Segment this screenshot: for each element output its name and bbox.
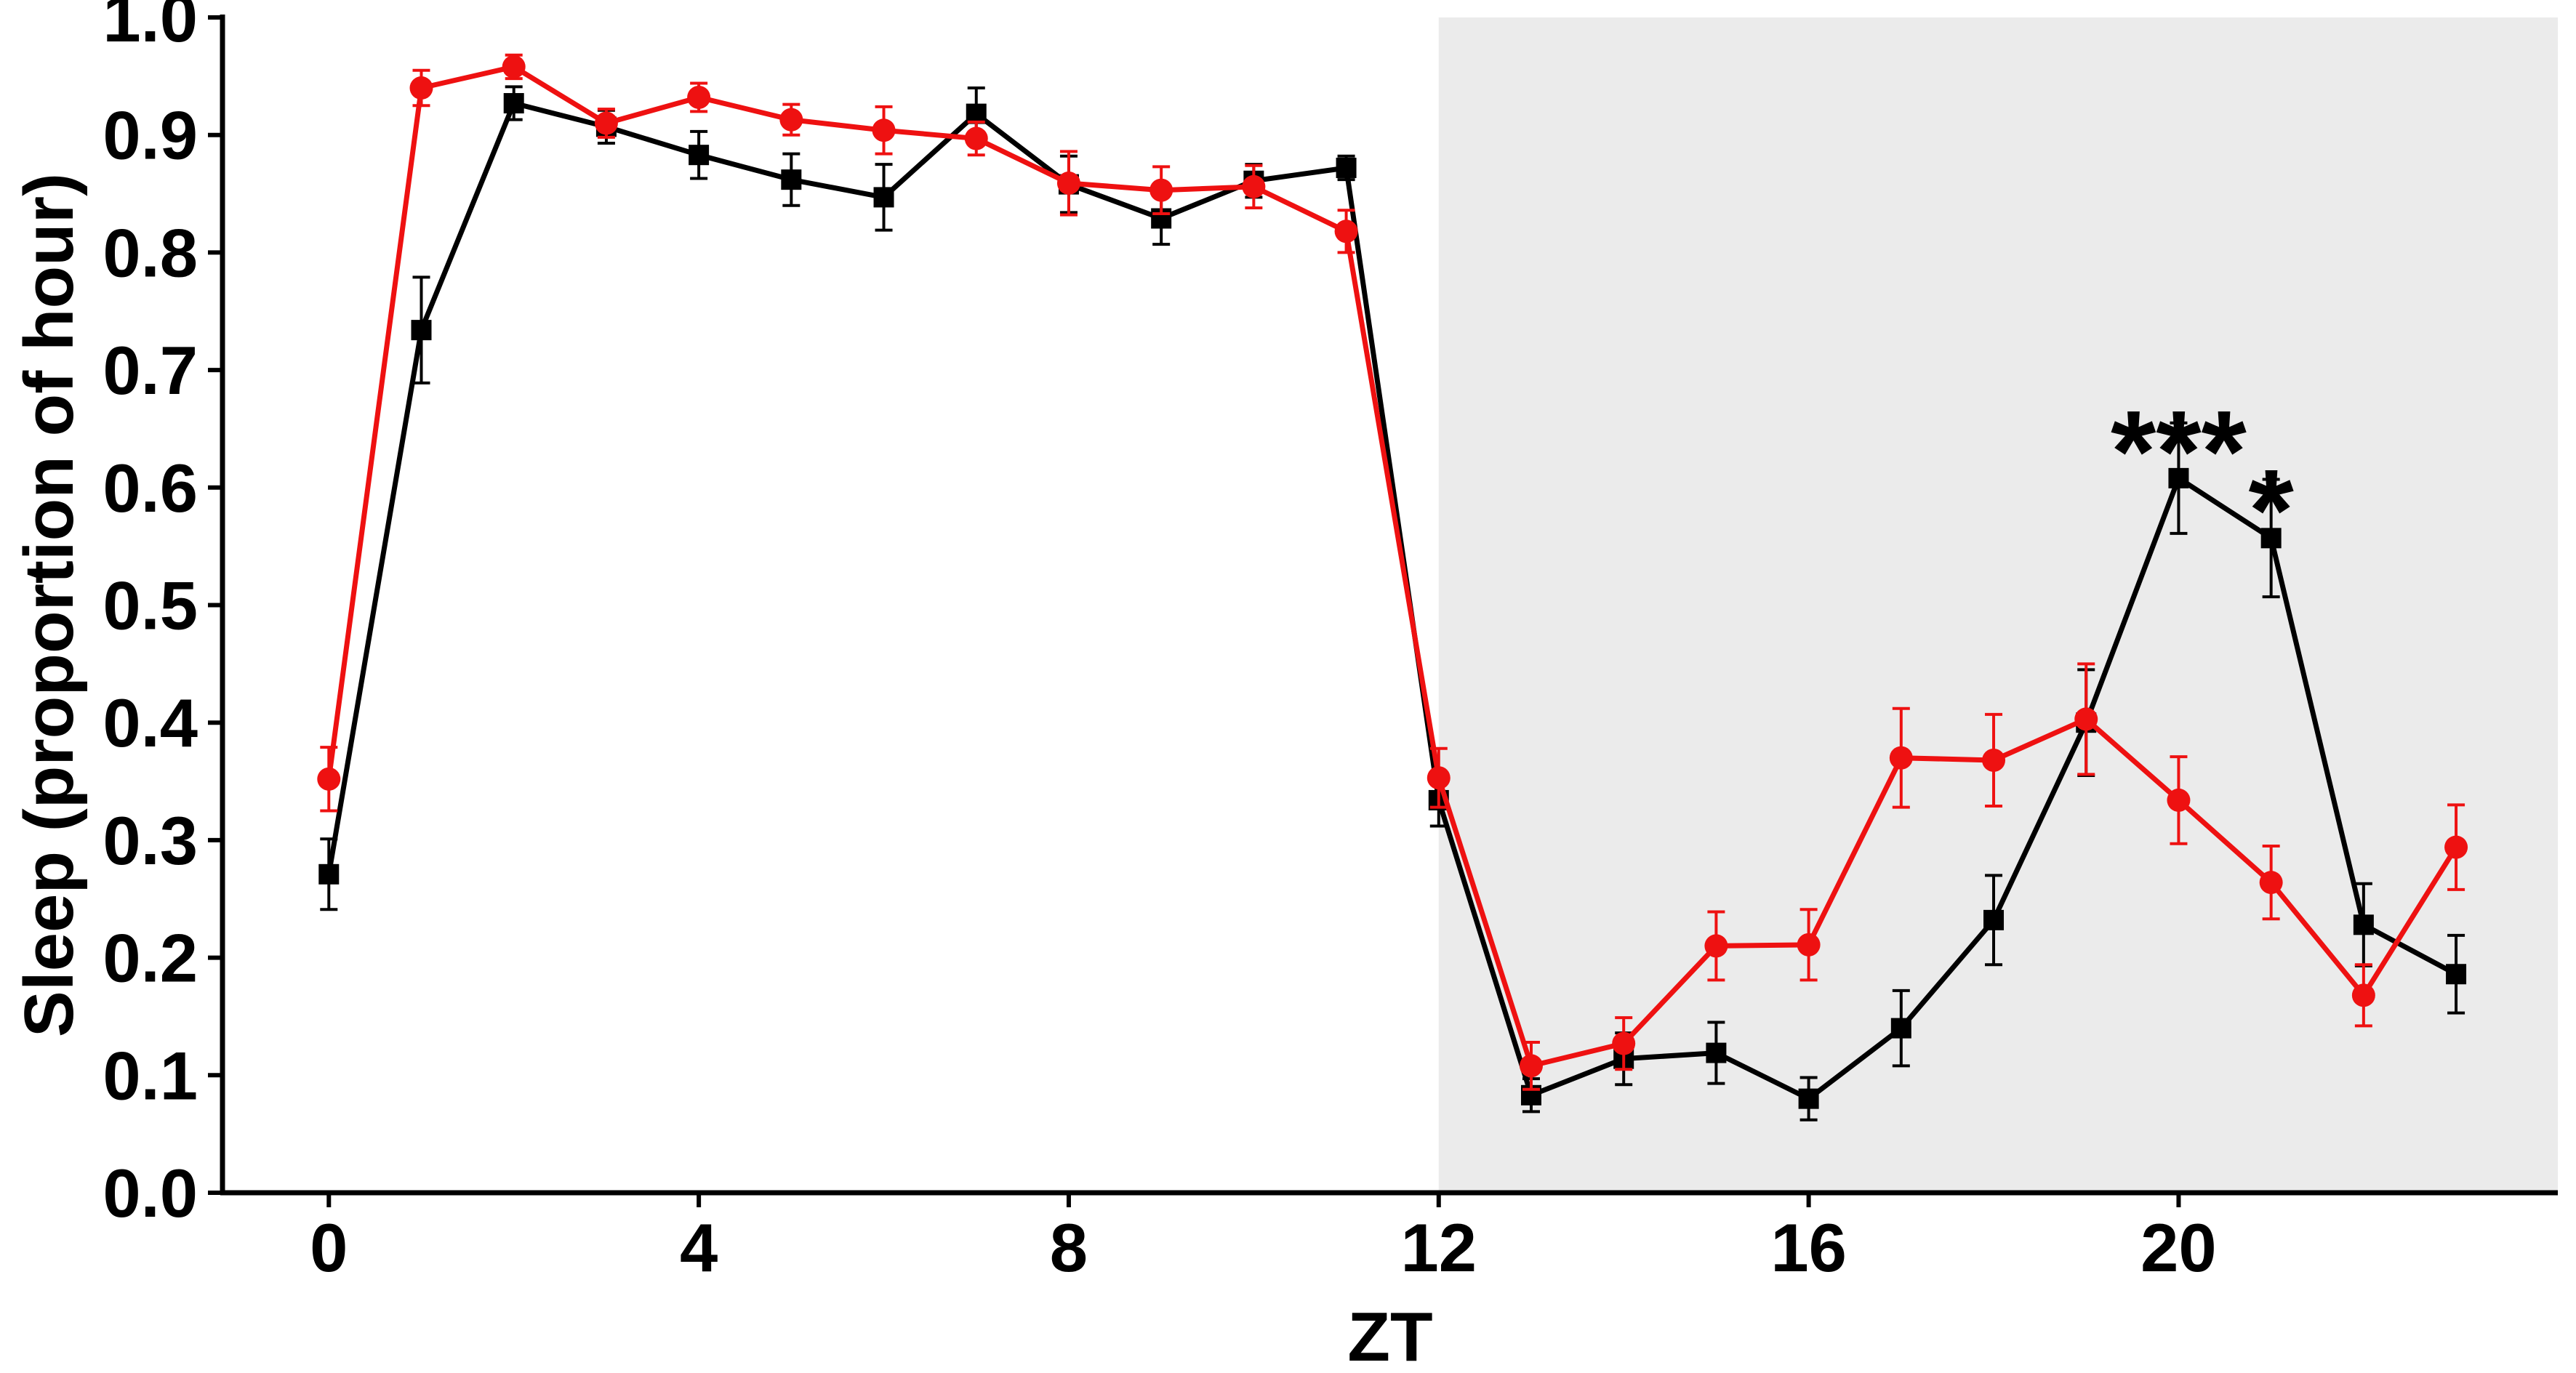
data-point xyxy=(687,85,711,109)
significance-label: *** xyxy=(2111,386,2247,516)
data-point xyxy=(1612,1031,1636,1055)
data-point xyxy=(2167,788,2191,812)
data-point xyxy=(964,126,988,150)
data-point xyxy=(1983,909,2005,930)
data-point xyxy=(318,863,340,885)
y-tick-label: 0.2 xyxy=(103,920,198,996)
y-tick-label: 0.8 xyxy=(103,214,198,291)
data-point xyxy=(1706,1042,1727,1063)
y-tick-label: 0.1 xyxy=(103,1037,198,1114)
y-tick-label: 0.7 xyxy=(103,332,198,408)
data-point xyxy=(1056,171,1080,195)
data-point xyxy=(502,55,526,78)
data-point xyxy=(1982,748,2006,772)
data-point xyxy=(2260,528,2282,549)
dark-phase-background xyxy=(1438,17,2558,1193)
x-tick-label: 4 xyxy=(680,1209,718,1286)
data-point xyxy=(689,145,710,166)
data-series xyxy=(317,53,2468,1122)
data-point xyxy=(1797,933,1821,957)
data-point xyxy=(409,76,433,100)
data-point xyxy=(2353,914,2374,935)
data-point xyxy=(1889,746,1913,770)
x-tick-label: 12 xyxy=(1401,1209,1477,1286)
y-tick-label: 0.5 xyxy=(103,568,198,644)
x-axis-title: ZT xyxy=(1347,1298,1432,1373)
y-tick-label: 1.0 xyxy=(103,0,198,56)
data-point xyxy=(1890,1018,1911,1039)
x-tick-label: 16 xyxy=(1770,1209,1847,1286)
data-point xyxy=(1704,934,1728,958)
data-point xyxy=(1334,220,1358,243)
y-axis-title: Sleep (proportion of hour) xyxy=(10,173,88,1037)
data-point xyxy=(1149,178,1173,202)
x-tick-label: 8 xyxy=(1050,1209,1088,1286)
series-circle xyxy=(317,53,2468,1091)
data-point xyxy=(873,187,894,208)
data-point xyxy=(503,93,524,114)
axes xyxy=(208,15,2558,1207)
data-point xyxy=(594,111,618,135)
data-point xyxy=(1336,157,1357,178)
data-point xyxy=(317,767,341,791)
series-line xyxy=(326,100,2457,1102)
series-line xyxy=(326,64,2459,1068)
y-tick-label: 0.6 xyxy=(103,450,198,526)
significance-label: * xyxy=(2249,445,2295,575)
annotations: *** * xyxy=(2111,386,2294,575)
data-point xyxy=(2074,707,2098,731)
y-tick-label: 0.3 xyxy=(103,802,198,879)
data-point xyxy=(2351,983,2375,1007)
data-point xyxy=(781,169,802,190)
data-point xyxy=(872,118,896,142)
y-tick-label: 0.9 xyxy=(103,97,198,174)
x-tick-label: 20 xyxy=(2140,1209,2217,1286)
data-point xyxy=(1519,1054,1543,1078)
data-point xyxy=(2444,835,2468,859)
tick-labels: 0.0 0.1 0.2 0.3 0.4 0.5 0.6 0.7 0.8 0.9 1.0 0 4 8 12 16… xyxy=(103,0,2216,1286)
data-point xyxy=(411,320,432,341)
data-point xyxy=(2259,871,2283,895)
x-tick-label: 0 xyxy=(310,1209,348,1286)
data-point xyxy=(2446,964,2467,985)
data-point xyxy=(1427,766,1450,790)
data-point xyxy=(779,108,803,132)
data-point xyxy=(1242,174,1266,198)
data-point xyxy=(2168,467,2189,488)
y-tick-label: 0.4 xyxy=(103,685,198,761)
dark-phase-shading xyxy=(1438,17,2558,1193)
y-tick-label: 0.0 xyxy=(103,1155,198,1231)
data-point xyxy=(1798,1088,1819,1109)
